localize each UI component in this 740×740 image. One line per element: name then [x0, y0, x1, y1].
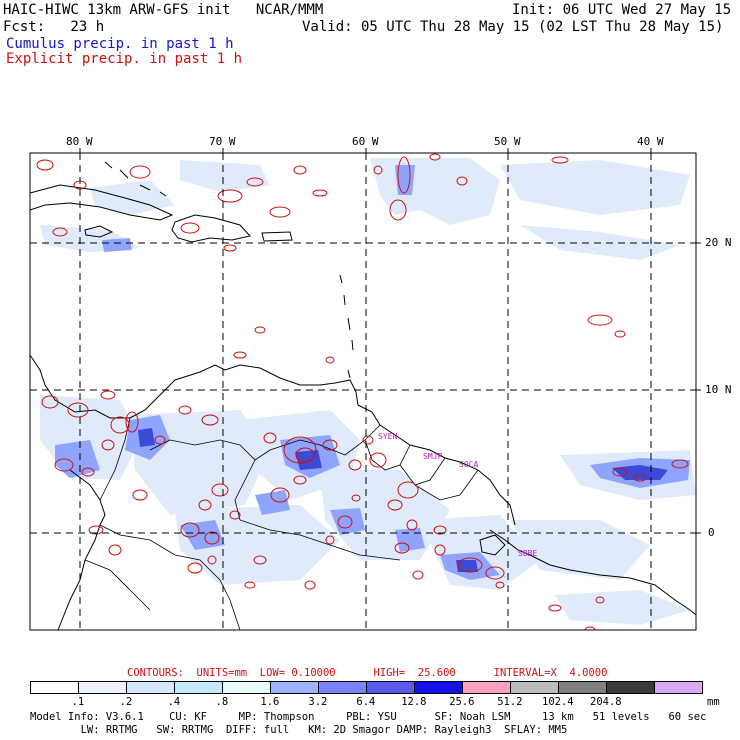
- model-info-line1: Model Info: V3.6.1 CU: KF MP: Thompson P…: [30, 711, 707, 723]
- colorbar-tick-label: 204.8: [590, 696, 622, 708]
- colorbar-cell: [510, 681, 559, 694]
- colorbar-cell: [30, 681, 79, 694]
- colorbar-cell: [126, 681, 175, 694]
- lon-label-60w: 60 W: [352, 135, 379, 148]
- forecast-hour: Fcst: 23 h: [3, 19, 105, 35]
- colorbar-cell: [222, 681, 271, 694]
- colorbar-cell: [270, 681, 319, 694]
- colorbar-cell: [366, 681, 415, 694]
- colorbar-tick-label: .4: [167, 696, 181, 708]
- station-smjp: SMJP: [423, 452, 443, 461]
- axis-ticks: [79, 148, 701, 534]
- colorbar-tick-label: .1: [71, 696, 85, 708]
- lon-label-70w: 70 W: [209, 135, 236, 148]
- explicit-legend: Explicit precip. in past 1 h: [6, 51, 243, 67]
- colorbar-tick-label: 3.2: [308, 696, 328, 708]
- contour-info: CONTOURS: UNITS=mm LOW= 0.10000 HIGH= 25…: [127, 667, 608, 679]
- colorbar-cell: [606, 681, 655, 694]
- lat-lon-grid: [30, 153, 696, 630]
- colorbar-cell: [318, 681, 367, 694]
- country-borders: [84, 417, 479, 630]
- station-soca: SOCA: [459, 460, 479, 469]
- valid-time: Valid: 05 UTC Thu 28 May 15 (02 LST Thu …: [302, 19, 724, 35]
- colorbar-cell: [414, 681, 463, 694]
- colorbar-tick-label: 102.4: [542, 696, 574, 708]
- colorbar-cell: [462, 681, 511, 694]
- explicit-precip-contours: [36, 153, 689, 630]
- station-sbbe: SBBE: [518, 549, 538, 558]
- lon-label-80w: 80 W: [66, 135, 93, 148]
- colorbar-unit: mm: [707, 696, 720, 708]
- lat-label-10n: 10 N: [705, 383, 732, 396]
- colorbar-cell: [558, 681, 607, 694]
- coastlines: [30, 161, 696, 630]
- colorbar-tick-label: .8: [215, 696, 229, 708]
- colorbar-tick-label: .2: [119, 696, 133, 708]
- colorbar-tick-label: 12.8: [401, 696, 427, 708]
- model-title: HAIC-HIWC 13km ARW-GFS init NCAR/MMM: [3, 2, 324, 18]
- lon-label-40w: 40 W: [637, 135, 664, 148]
- lon-label-50w: 50 W: [494, 135, 521, 148]
- station-syen: SYEN: [378, 432, 398, 441]
- colorbar-cell: [174, 681, 223, 694]
- colorbar-tick-label: 51.2: [497, 696, 523, 708]
- colorbar-tick-label: 1.6: [260, 696, 280, 708]
- model-info-line2: LW: RRTMG SW: RRTMG DIFF: full KM: 2D Sm…: [30, 724, 568, 736]
- init-time: Init: 06 UTC Wed 27 May 15: [512, 2, 732, 18]
- cumulus-precip-heavy: [138, 428, 668, 572]
- cumulus-legend: Cumulus precip. in past 1 h: [6, 36, 234, 52]
- lat-label-20n: 20 N: [705, 236, 732, 249]
- lat-label-0: 0: [708, 526, 715, 539]
- colorbar-cell: [654, 681, 703, 694]
- cumulus-precip-field: [40, 158, 696, 625]
- colorbar-tick-label: 6.4: [356, 696, 376, 708]
- map-frame: [29, 152, 697, 631]
- colorbar-cell: [78, 681, 127, 694]
- colorbar-tick-label: 25.6: [449, 696, 475, 708]
